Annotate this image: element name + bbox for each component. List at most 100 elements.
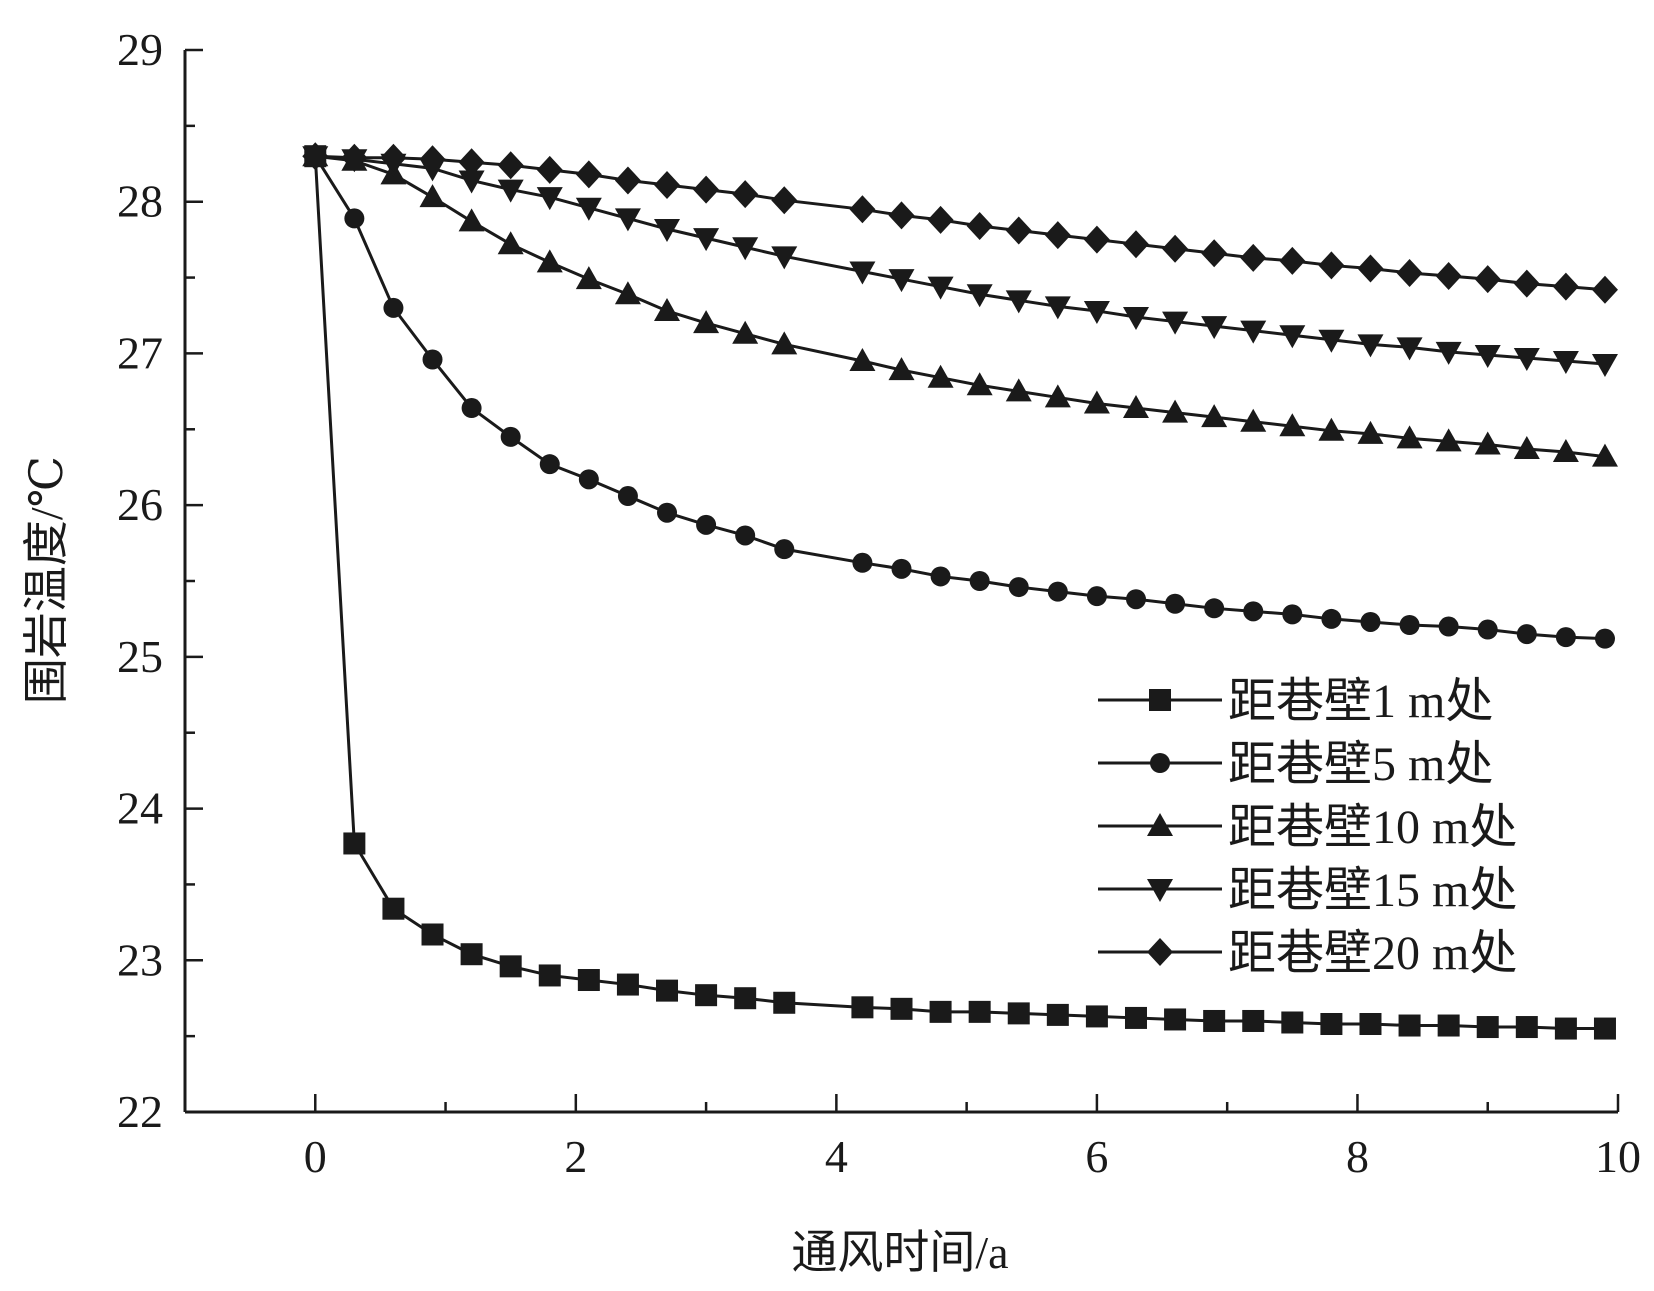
data-point [1320, 1013, 1343, 1036]
data-point [1515, 1016, 1538, 1039]
x-ticks: 0 2 4 6 8 10 [183, 1094, 1641, 1182]
data-point [1124, 1006, 1147, 1029]
data-point [1086, 586, 1107, 607]
legend-item: 距巷壁1 m处 [1098, 675, 1493, 728]
data-point [497, 231, 524, 255]
data-point [1476, 1016, 1499, 1039]
series-2 [305, 146, 1615, 649]
data-point [536, 249, 563, 273]
data-point [1044, 296, 1071, 320]
data-point [888, 269, 915, 293]
data-point [1474, 344, 1501, 368]
legend-label: 距巷壁15 m处 [1228, 864, 1517, 917]
series-line [314, 155, 1606, 641]
data-point [1396, 337, 1423, 361]
data-point [1240, 408, 1267, 432]
data-point [774, 539, 795, 560]
data-point [419, 145, 446, 174]
data-point [1125, 589, 1146, 610]
data-point [1552, 272, 1579, 301]
data-point [1594, 628, 1615, 649]
data-point [656, 979, 679, 1002]
y-tick-label: 25 [117, 631, 163, 682]
data-point [732, 320, 759, 344]
legend-label: 距巷壁5 m处 [1228, 738, 1493, 791]
data-point [1083, 225, 1110, 254]
data-point [1085, 1005, 1108, 1028]
x-tick-label: 6 [1085, 1131, 1108, 1182]
data-point [614, 166, 641, 195]
data-point [1591, 275, 1618, 304]
y-tick-label: 22 [117, 1086, 163, 1137]
data-point [1162, 311, 1189, 335]
data-point [654, 171, 681, 200]
y-tick-label: 24 [117, 783, 163, 834]
data-point [657, 502, 678, 523]
data-point [1357, 254, 1384, 283]
data-point [1513, 347, 1540, 371]
data-point [383, 297, 404, 318]
data-point [1516, 624, 1537, 645]
data-point [1083, 300, 1110, 324]
data-point [1360, 611, 1381, 632]
data-point [1435, 262, 1462, 291]
data-point [458, 170, 485, 194]
x-tick-label: 8 [1346, 1131, 1369, 1182]
data-point [421, 923, 444, 946]
data-point [1357, 420, 1384, 444]
data-point [1122, 395, 1149, 419]
data-point [616, 973, 639, 996]
data-point [1396, 425, 1423, 449]
data-point [419, 184, 446, 208]
data-point [1279, 413, 1306, 437]
data-point [1162, 399, 1189, 423]
data-point [1240, 243, 1267, 272]
data-point [1591, 443, 1618, 467]
legend-label: 距巷壁10 m处 [1228, 801, 1517, 854]
data-point [735, 525, 756, 546]
data-point [1435, 341, 1462, 365]
data-point [1165, 593, 1186, 614]
y-tick-label: 23 [117, 934, 163, 985]
data-point [654, 297, 681, 321]
data-point [930, 566, 951, 587]
data-point [422, 349, 443, 370]
data-point [1279, 246, 1306, 275]
data-point [539, 454, 560, 475]
legend-item: 距巷壁20 m处 [1098, 927, 1517, 980]
data-point [1204, 598, 1225, 619]
data-point [497, 179, 524, 203]
data-point [773, 991, 796, 1014]
data-point [500, 426, 521, 447]
y-tick-label: 29 [117, 24, 163, 75]
data-point [852, 552, 873, 573]
data-point [1474, 265, 1501, 294]
data-point [693, 175, 720, 204]
data-point [890, 997, 913, 1020]
data-point [888, 201, 915, 230]
data-point [538, 964, 561, 987]
data-point [1513, 269, 1540, 298]
series-1 [304, 145, 1616, 1040]
data-point [575, 266, 602, 290]
data-point [1359, 1013, 1382, 1036]
data-point [732, 180, 759, 209]
legend-item: 距巷壁15 m处 [1098, 864, 1517, 917]
data-point [1474, 431, 1501, 455]
data-point [1554, 1017, 1577, 1040]
data-point [1201, 404, 1228, 428]
data-point [1438, 616, 1459, 637]
data-point [1552, 439, 1579, 463]
data-point [536, 187, 563, 211]
data-point [302, 142, 329, 171]
data-point [1201, 239, 1228, 268]
data-point [499, 955, 522, 978]
data-point [1147, 813, 1173, 836]
data-point [849, 348, 876, 372]
data-point [966, 372, 993, 396]
x-axis-title: 通风时间/a [791, 1227, 1008, 1278]
data-point [1398, 1014, 1421, 1037]
legend-item: 距巷壁5 m处 [1098, 738, 1493, 791]
data-point [1044, 221, 1071, 250]
